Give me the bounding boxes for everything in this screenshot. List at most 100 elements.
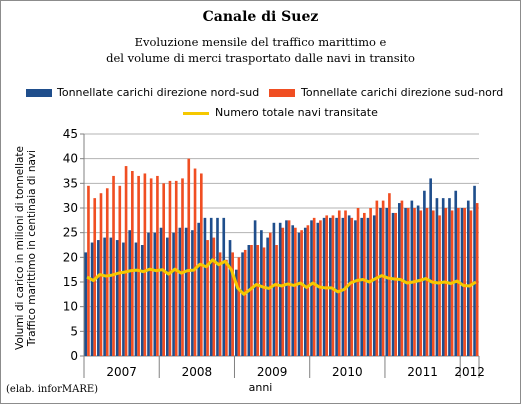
bar-nord-sud — [316, 222, 320, 356]
subtitle-line-2: del volume di merci trasportato dalle na… — [106, 51, 415, 65]
x-axis-label: anni — [248, 381, 273, 394]
bar-nord-sud — [354, 220, 357, 356]
bar-nord-sud — [260, 230, 263, 356]
bar-nord-sud — [454, 190, 458, 356]
bar-nord-sud — [159, 227, 163, 356]
bar-sud-nord — [105, 188, 109, 356]
subtitle-line-1: Evoluzione mensile del traffico marittim… — [134, 35, 387, 49]
bar-nord-sud — [115, 240, 119, 356]
bar-sud-nord — [168, 180, 172, 356]
bar-nord-sud — [272, 222, 276, 356]
bar-nord-sud — [103, 237, 106, 356]
y-tick-label: 15 — [63, 275, 78, 289]
bar-sud-nord — [381, 200, 385, 356]
bar-sud-nord — [469, 210, 473, 356]
bar-nord-sud — [303, 227, 307, 356]
bar-sud-nord — [294, 227, 297, 356]
bar-nord-sud — [216, 217, 219, 356]
bar-nord-sud — [172, 232, 175, 356]
legend-label-nord-sud: Tonnellate carichi direzione nord-sud — [57, 86, 260, 99]
legend-swatch-sud-nord — [269, 89, 295, 97]
bar-sud-nord — [356, 208, 360, 356]
bar-sud-nord — [312, 217, 316, 356]
bar-sud-nord — [87, 185, 90, 356]
bar-sud-nord — [419, 210, 423, 356]
bar-sud-nord — [325, 215, 329, 356]
bar-nord-sud — [448, 198, 451, 356]
x-tick-label: 2009 — [257, 365, 288, 379]
bar-nord-sud — [241, 252, 244, 356]
bar-sud-nord — [225, 259, 228, 356]
bar-nord-sud — [197, 222, 200, 356]
bar-nord-sud — [84, 252, 88, 356]
bar-sud-nord — [300, 230, 303, 356]
bar-sud-nord — [475, 203, 479, 356]
bar-sud-nord — [281, 227, 285, 356]
bar-nord-sud — [234, 269, 238, 356]
bar-sud-nord — [218, 252, 222, 356]
chart-subtitle: Evoluzione mensile del traffico marittim… — [1, 34, 520, 66]
chart-title: Canale di Suez — [202, 9, 319, 25]
bar-sud-nord — [256, 245, 260, 356]
bar-nord-sud — [134, 242, 138, 356]
bar-nord-sud — [228, 240, 232, 356]
x-tick-label: 2010 — [332, 365, 363, 379]
y-tick-label: 5 — [70, 324, 78, 338]
bar-sud-nord — [212, 237, 216, 356]
bar-sud-nord — [131, 171, 134, 356]
bar-nord-sud — [97, 240, 100, 356]
y-tick-label: 25 — [63, 226, 78, 240]
bar-sud-nord — [275, 245, 278, 356]
y-tick-label: 0 — [70, 349, 78, 363]
bar-nord-sud — [366, 217, 370, 356]
bar-sud-nord — [187, 158, 191, 356]
y-tick-label: 35 — [63, 176, 78, 190]
legend-label-navi: Numero totale navi transitate — [215, 106, 378, 119]
y-tick-label: 45 — [63, 127, 78, 141]
bar-sud-nord — [287, 220, 291, 356]
bar-sud-nord — [137, 175, 140, 356]
bar-nord-sud — [391, 212, 395, 356]
bar-nord-sud — [341, 217, 345, 356]
bar-nord-sud — [423, 190, 426, 356]
bar-nord-sud — [109, 237, 113, 356]
bar-sud-nord — [237, 257, 241, 356]
bar-nord-sud — [310, 220, 313, 356]
bar-sud-nord — [112, 175, 115, 356]
bar-nord-sud — [203, 217, 207, 356]
bar-sud-nord — [206, 240, 209, 356]
legend-label-sud-nord: Tonnellate carichi direzione sud-nord — [301, 86, 504, 99]
bar-nord-sud — [128, 230, 132, 356]
bar-nord-sud — [247, 245, 251, 356]
bar-nord-sud — [153, 232, 157, 356]
bar-sud-nord — [425, 208, 429, 356]
bar-sud-nord — [243, 249, 247, 356]
bar-sud-nord — [262, 247, 266, 356]
bar-nord-sud — [297, 232, 301, 356]
credit-note: (elab. inforMARE) — [6, 384, 99, 395]
bar-sud-nord — [306, 225, 310, 356]
bar-sud-nord — [143, 173, 147, 356]
bar-sud-nord — [344, 210, 347, 356]
x-tick-label: 2008 — [182, 365, 213, 379]
bar-sud-nord — [463, 208, 466, 356]
bar-sud-nord — [394, 212, 397, 356]
y-tick-label: 10 — [63, 300, 78, 314]
legend-swatch-nord-sud — [26, 89, 52, 97]
bar-nord-sud — [285, 220, 288, 356]
bar-sud-nord — [118, 185, 122, 356]
bar-nord-sud — [209, 217, 213, 356]
bar-nord-sud — [435, 198, 439, 356]
bar-sud-nord — [193, 168, 197, 356]
bar-sud-nord — [388, 193, 391, 356]
bar-sud-nord — [331, 215, 335, 356]
bar-nord-sud — [441, 198, 445, 356]
y-tick-label: 20 — [63, 250, 78, 264]
bar-sud-nord — [156, 175, 159, 356]
bar-nord-sud — [122, 242, 125, 356]
bar-nord-sud — [460, 208, 464, 356]
bar-nord-sud — [178, 227, 182, 356]
bar-nord-sud — [410, 200, 414, 356]
